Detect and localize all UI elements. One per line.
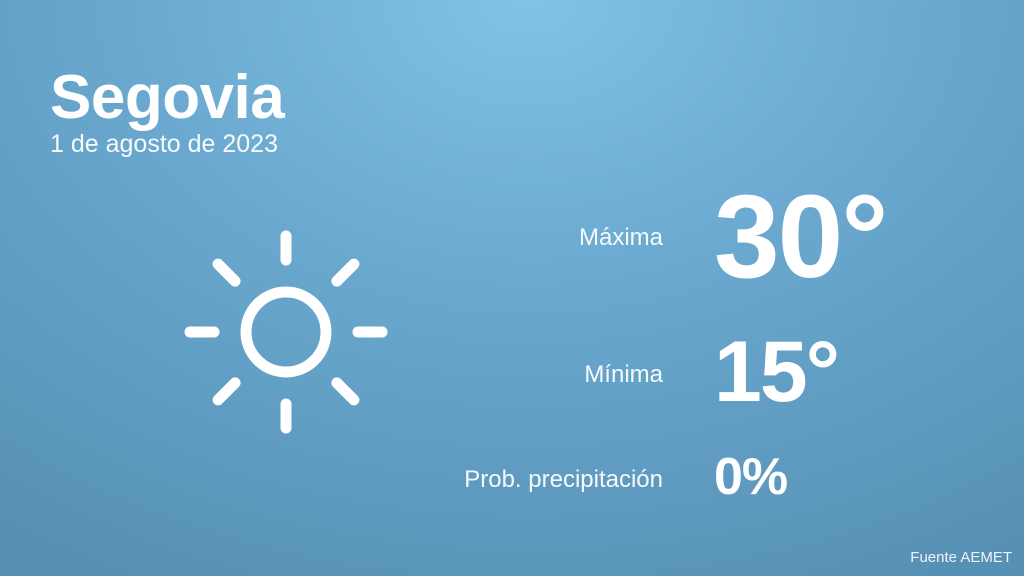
city-name: Segovia: [50, 63, 285, 132]
sun-icon: [184, 230, 388, 434]
sun-ray: [331, 258, 360, 287]
min-temp-label: Mínima: [584, 361, 663, 388]
max-temp-value: 30°: [714, 171, 888, 303]
min-temp-value: 15°: [714, 324, 840, 420]
forecast-date: 1 de agosto de 2023: [50, 130, 278, 158]
source-credit: Fuente AEMET: [910, 549, 1012, 566]
sun-ray: [331, 377, 360, 406]
precip-value: 0%: [714, 448, 788, 506]
max-temp-label: Máxima: [578, 224, 663, 251]
precip-label: Prob. precipitación: [464, 466, 663, 493]
sun-ray: [212, 258, 241, 287]
sun-ray: [212, 377, 241, 406]
